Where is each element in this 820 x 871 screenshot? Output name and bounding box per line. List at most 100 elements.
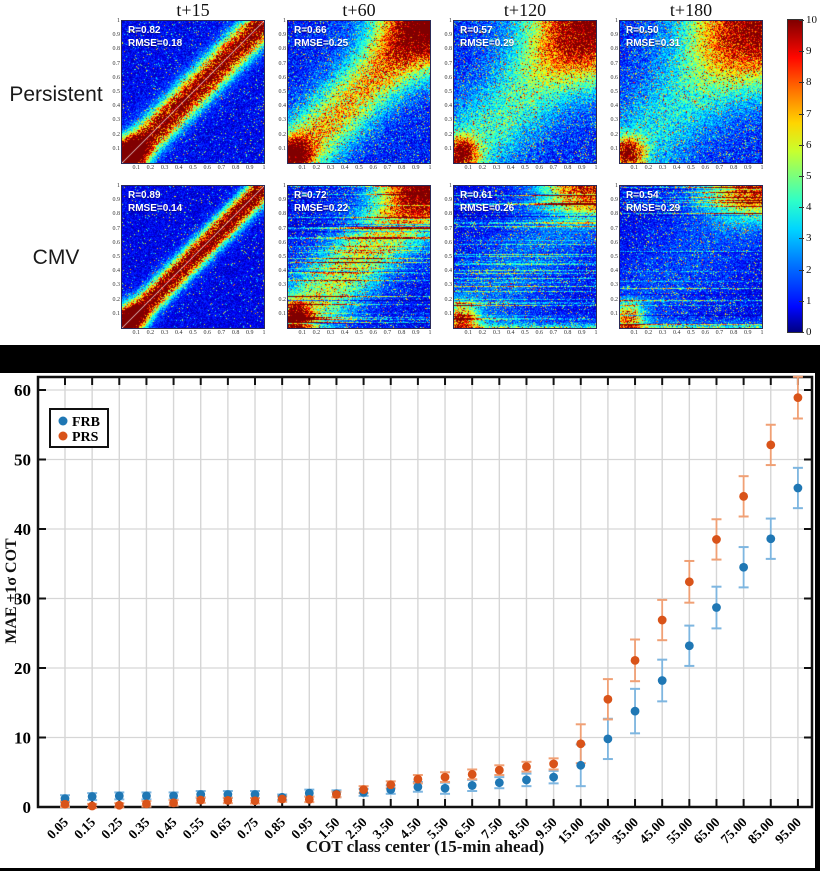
data-point-frb [739,562,749,572]
heatmap-panel-persistent-t120: R=0.57 RMSE=0.29 0.1 0.2 0.3 0.4 0.5 0.6 0.7 0.8 0… [445,18,598,171]
panel-x-tick: 0.2 [312,165,321,171]
panel-x-tick: 0.1 [132,165,140,171]
panel-y-tick: 0.3 [112,282,121,289]
panel-y-tick: 0.6 [278,239,287,246]
heatmap-canvas [287,20,431,164]
panel-y-tick: 0.2 [278,131,287,138]
panel-x-tick: 1 [594,165,598,171]
panel-x-tick: 0.5 [189,330,197,336]
col-title-t60: t+60 [342,0,376,20]
panel-y-tick: 0.8 [444,211,453,218]
panel-x-tick: 0.7 [383,330,392,336]
panel-x-tick: 0.1 [298,165,306,171]
data-point-prs [603,694,613,704]
panel-y-tick: 0.8 [278,46,287,53]
panel-x-tick: 0.6 [535,165,543,171]
heatmap-panel-cmv-t15: R=0.89 RMSE=0.14 0.1 0.2 0.3 0.4 0.5 0.6 0.7 0.8 0… [113,183,266,336]
panel-y-tick: 0.1 [112,145,121,152]
panel-stats: R=0.61 RMSE=0.26 [460,189,514,215]
panel-x-tick: 1 [428,330,432,336]
rmse-value: RMSE=0.14 [128,203,183,214]
errorbar-chart-area: 0 10 20 30 40 50 60 0.05 0.15 0.25 0.35 0.45 0.55 0.6… [0,373,815,868]
colorbar-tick-mark [799,207,804,209]
panel-y-tick: 0.2 [610,131,619,138]
panel-x-tick: 0.8 [397,165,406,171]
panel-y-tick: 0.6 [112,74,121,81]
panel-y-tick: 0.3 [444,117,453,124]
panel-x-tick: 0.3 [658,165,667,171]
data-point-prs [277,794,287,804]
panel-x-tick: 0.8 [563,330,572,336]
panel-x-tick: 0.4 [341,165,349,171]
panel-x-tick: 0.4 [175,165,183,171]
legend-box [49,408,109,448]
panel-x-tick: 0.5 [355,330,363,336]
panel-x-tick: 0.8 [231,165,240,171]
panel-x-tick: 0.9 [744,330,752,336]
panel-x-tick: 1 [594,330,598,336]
data-point-prs [522,762,531,772]
rmse-value: RMSE=0.31 [626,38,681,49]
panel-y-tick: 0.9 [610,197,619,204]
panel-y-tick: 0.1 [112,310,121,317]
colorbar-tick-label: 10 [806,14,817,26]
panel-y-tick: 0.6 [444,239,453,246]
colorbar-tick-mark [799,332,804,333]
panel-y-tick: 0.6 [610,239,619,246]
rmse-value: RMSE=0.29 [460,38,515,49]
panel-x-tick: 0.1 [630,330,638,336]
y-tick-label: 40 [14,520,31,539]
panel-x-tick: 0.3 [658,330,667,336]
colorbar-tick-mark [799,20,804,21]
panel-x-tick: 0.9 [578,330,586,336]
rmse-value: RMSE=0.25 [294,38,349,49]
panel-y-tick: 0.8 [278,211,287,218]
panel-y-tick: 0.4 [444,268,453,275]
errorbar-figure: 0 10 20 30 40 50 60 0.05 0.15 0.25 0.35 0.45 0.55 0.6… [0,345,820,871]
panel-x-tick: 0.5 [687,330,695,336]
panel-x-tick: 0.2 [478,330,487,336]
panel-y-tick: 0.7 [278,225,287,232]
panel-y-tick: 0.2 [278,296,287,303]
panel-x-tick: 0.5 [189,165,197,171]
panel-x-tick: 0.5 [355,165,363,171]
panel-y-tick: 0.9 [610,32,619,39]
colorbar-tick-label: 0 [806,326,812,338]
panel-y-tick: 0.5 [444,89,453,95]
panel-y-tick: 1 [449,18,452,24]
colorbar-tick-label: 5 [806,170,812,182]
heatmap-figure: Persistent CMV t+15 t+60 t+120 t+180 R=0… [0,0,820,345]
colorbar-tick-mark [799,82,804,84]
legend-marker-prs [58,431,68,441]
data-point-prs [766,440,776,450]
panel-x-tick: 0.3 [160,165,169,171]
panel-x-tick: 0.1 [132,330,140,336]
panel-x-tick: 0.6 [203,330,211,336]
panel-y-tick: 0.9 [278,197,287,204]
data-point-prs [223,795,233,805]
data-point-frb [169,791,178,801]
panel-x-tick: 0.9 [744,165,752,171]
data-point-prs [630,655,640,665]
panel-y-tick: 0.5 [610,89,619,95]
panel-y-tick: 0.3 [444,282,453,289]
panel-x-tick: 0.6 [701,330,709,336]
panel-y-tick: 1 [615,18,618,24]
data-point-frb [413,782,423,792]
data-point-frb [793,483,803,493]
data-point-frb [440,783,450,793]
panel-x-tick: 0.6 [203,165,211,171]
panel-y-tick: 1 [283,18,286,24]
colorbar-tick-label: 4 [806,201,812,214]
panel-x-tick: 0.1 [464,330,472,336]
panel-y-tick: 0.2 [610,296,619,303]
data-point-frb [549,772,559,782]
row-label-persistent: Persistent [9,83,103,106]
panel-y-tick: 0.1 [610,310,619,317]
colorbar-tick-mark [799,269,804,271]
x-axis-label: COT class center (15-min ahead) [305,837,545,856]
y-tick-label: 10 [14,729,31,748]
data-point-frb [304,788,314,798]
panel-stats: R=0.57 RMSE=0.29 [460,24,514,50]
